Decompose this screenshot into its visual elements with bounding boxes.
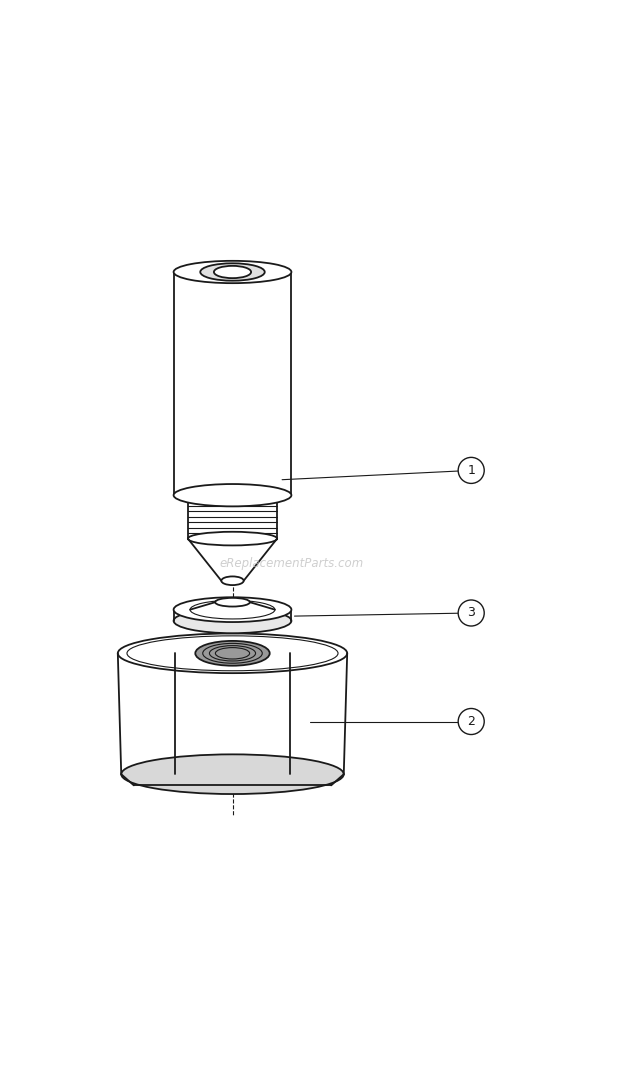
Polygon shape (174, 272, 291, 495)
Polygon shape (174, 609, 291, 621)
Text: 2: 2 (467, 715, 475, 728)
Ellipse shape (174, 261, 291, 283)
Polygon shape (188, 495, 277, 539)
Text: 3: 3 (467, 606, 475, 619)
Circle shape (458, 600, 484, 627)
Ellipse shape (188, 488, 277, 502)
Ellipse shape (190, 601, 275, 619)
Ellipse shape (174, 598, 291, 622)
Ellipse shape (174, 484, 291, 507)
Ellipse shape (221, 576, 244, 585)
Ellipse shape (188, 532, 277, 545)
Text: 1: 1 (467, 464, 475, 477)
Polygon shape (122, 774, 343, 785)
Circle shape (458, 457, 484, 483)
Polygon shape (118, 653, 347, 774)
Ellipse shape (215, 598, 250, 606)
Circle shape (458, 709, 484, 735)
Polygon shape (188, 539, 277, 580)
Ellipse shape (214, 266, 251, 278)
Ellipse shape (118, 633, 347, 674)
Ellipse shape (174, 608, 291, 633)
Text: eReplacementParts.com: eReplacementParts.com (219, 557, 363, 570)
Ellipse shape (200, 263, 265, 281)
Ellipse shape (122, 754, 343, 794)
Ellipse shape (195, 640, 270, 666)
